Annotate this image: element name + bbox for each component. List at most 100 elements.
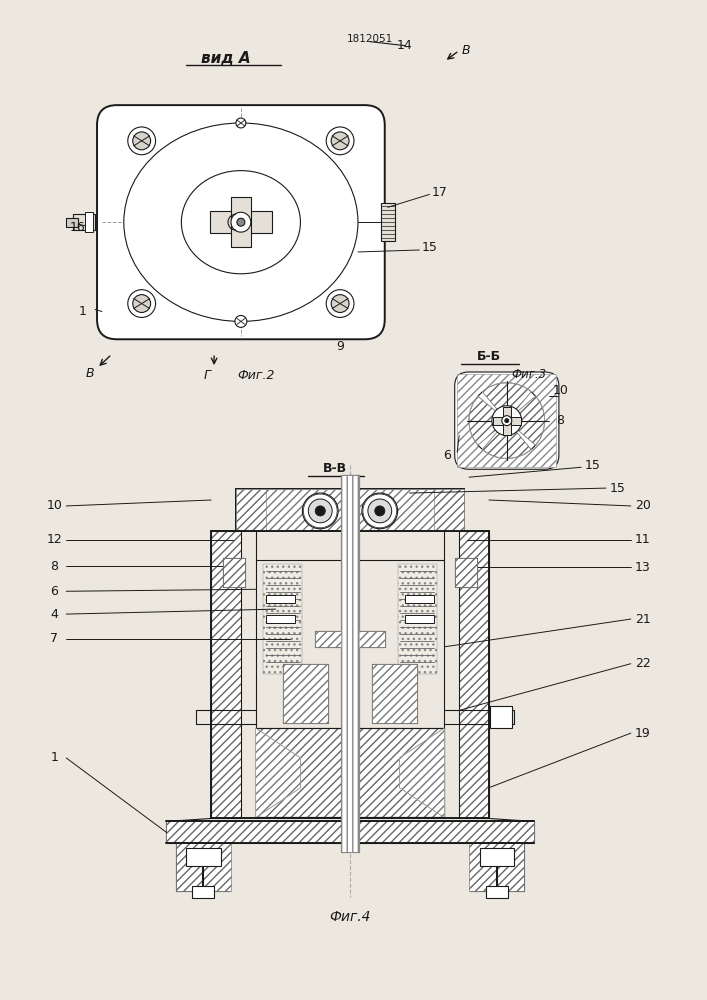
Polygon shape: [469, 396, 507, 445]
Text: 8: 8: [50, 560, 59, 573]
Bar: [459, 531, 489, 818]
Text: 8: 8: [556, 414, 564, 427]
Bar: [503, 407, 510, 435]
Bar: [372, 664, 418, 723]
Polygon shape: [399, 728, 444, 817]
Text: Г: Г: [204, 369, 211, 382]
Bar: [74, 214, 95, 230]
Bar: [397, 564, 438, 674]
Circle shape: [231, 212, 251, 232]
Polygon shape: [256, 728, 300, 817]
Circle shape: [326, 290, 354, 317]
Bar: [231, 197, 251, 247]
Bar: [434, 489, 464, 531]
Bar: [266, 595, 296, 603]
FancyBboxPatch shape: [97, 105, 385, 339]
Bar: [493, 417, 520, 425]
Text: 16: 16: [69, 221, 85, 234]
Text: 22: 22: [635, 657, 650, 670]
Text: 7: 7: [50, 632, 59, 645]
Text: вид А: вид А: [201, 51, 251, 66]
Bar: [455, 558, 477, 587]
Circle shape: [326, 127, 354, 155]
Bar: [223, 558, 245, 587]
Bar: [457, 374, 556, 467]
Bar: [256, 728, 444, 817]
Bar: [176, 843, 230, 891]
Bar: [166, 821, 534, 843]
Text: 11: 11: [635, 533, 650, 546]
Bar: [469, 843, 524, 891]
Text: В: В: [462, 44, 470, 57]
Bar: [479, 848, 514, 866]
Polygon shape: [482, 383, 531, 421]
Bar: [490, 706, 512, 728]
Bar: [266, 615, 296, 623]
Bar: [66, 218, 78, 227]
Text: 1812051: 1812051: [346, 34, 393, 44]
Bar: [404, 615, 434, 623]
Text: 1: 1: [78, 305, 86, 318]
Text: 15: 15: [610, 482, 626, 495]
Bar: [486, 886, 508, 898]
Circle shape: [308, 499, 332, 523]
Bar: [236, 489, 464, 531]
Circle shape: [368, 499, 392, 523]
Bar: [341, 475, 359, 852]
Bar: [192, 886, 214, 898]
Text: 6: 6: [50, 585, 58, 598]
Text: 14: 14: [397, 39, 412, 52]
Polygon shape: [482, 421, 531, 458]
Polygon shape: [482, 421, 531, 458]
Text: 15: 15: [421, 241, 438, 254]
Text: 21: 21: [635, 613, 650, 626]
Bar: [283, 664, 328, 723]
Circle shape: [128, 290, 156, 317]
Bar: [223, 558, 245, 587]
Text: 10: 10: [552, 384, 568, 397]
Polygon shape: [507, 396, 544, 445]
Bar: [404, 595, 434, 603]
Circle shape: [235, 315, 247, 327]
Text: Б-Б: Б-Б: [477, 350, 501, 363]
Bar: [373, 664, 417, 723]
Bar: [210, 211, 271, 233]
Text: 20: 20: [635, 499, 650, 512]
Text: 17: 17: [431, 186, 448, 199]
Circle shape: [331, 132, 349, 150]
Text: 1: 1: [50, 751, 58, 764]
Circle shape: [133, 295, 151, 312]
Polygon shape: [469, 396, 507, 445]
Bar: [177, 843, 231, 891]
Bar: [85, 212, 93, 232]
Text: 13: 13: [635, 561, 650, 574]
Circle shape: [133, 132, 151, 150]
Polygon shape: [482, 383, 531, 421]
Polygon shape: [399, 728, 444, 817]
Bar: [236, 489, 464, 531]
Text: 12: 12: [47, 533, 62, 546]
Bar: [166, 821, 534, 843]
Text: 4: 4: [50, 608, 58, 621]
Bar: [455, 558, 477, 587]
Bar: [315, 631, 385, 647]
Circle shape: [469, 383, 544, 458]
Text: В: В: [86, 367, 95, 380]
Ellipse shape: [182, 171, 300, 274]
Bar: [469, 843, 524, 891]
Bar: [381, 203, 395, 241]
Circle shape: [236, 316, 246, 326]
Text: 6: 6: [443, 449, 451, 462]
Circle shape: [236, 118, 246, 128]
Text: Фиг.2: Фиг.2: [237, 369, 274, 382]
Text: Фиг.3: Фиг.3: [511, 368, 547, 381]
Circle shape: [303, 493, 338, 529]
Bar: [341, 475, 359, 852]
Circle shape: [362, 493, 397, 529]
Text: 19: 19: [635, 727, 650, 740]
Bar: [211, 531, 241, 818]
Polygon shape: [256, 728, 300, 817]
Bar: [263, 564, 303, 674]
Polygon shape: [507, 396, 544, 445]
Ellipse shape: [124, 123, 358, 321]
